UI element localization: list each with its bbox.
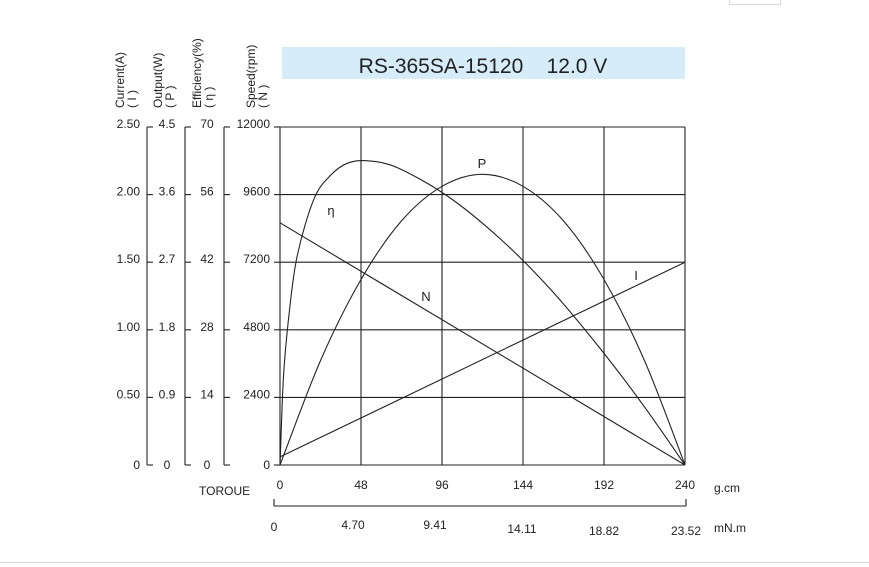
speed-axis-title: Speed(rpm) [244, 45, 258, 108]
series-current-curve [279, 261, 686, 458]
output-axis-title: Output(W) [151, 53, 165, 108]
current-tick-label: 1.00 [117, 320, 141, 334]
output-tick-label: 1.8 [159, 320, 176, 334]
speed-tick-label: 12000 [237, 117, 271, 131]
title-band [282, 47, 685, 79]
secondary-x-tick-label: 4.70 [341, 518, 365, 532]
x-tick-label: 0 [277, 478, 284, 492]
grid [279, 126, 686, 466]
current-axis-symbol: ( I ) [125, 90, 139, 108]
efficiency-tick-label: 14 [200, 387, 214, 401]
series-output-curve [279, 173, 686, 466]
corner-tab [729, 0, 781, 5]
secondary-x-tick-label: 18.82 [589, 524, 619, 538]
output-tick-label: 0.9 [159, 387, 176, 401]
secondary-x-tick-label: 14.11 [507, 522, 536, 536]
series-current-label: I [634, 268, 638, 283]
current-axis-title: Current(A) [113, 52, 127, 108]
output-axis-symbol: ( P ) [163, 86, 177, 108]
efficiency-tick-label: 70 [200, 117, 214, 131]
efficiency-tick-label: 0 [204, 458, 211, 472]
x-tick-label: 96 [435, 478, 449, 492]
efficiency-axis-symbol: ( η ) [202, 87, 216, 108]
output-tick-label: 0 [164, 458, 171, 472]
secondary-x-tick-label: 9.41 [423, 518, 447, 532]
bottom-divider [0, 562, 869, 563]
series-efficiency-curve [279, 159, 686, 466]
speed-tick-label: 2400 [243, 387, 270, 401]
output-tick-label: 3.6 [159, 185, 176, 199]
x-axis-title: TOROUE [199, 484, 250, 498]
axes [146, 126, 687, 507]
x-tick-label: 192 [594, 478, 614, 492]
speed-tick-label: 9600 [243, 185, 270, 199]
series-speed-curve [279, 222, 686, 466]
x-unit-gcm: g.cm [714, 481, 740, 495]
speed-tick-label: 7200 [243, 252, 270, 266]
speed-tick-label: 4800 [243, 320, 270, 334]
efficiency-tick-label: 28 [200, 320, 214, 334]
output-tick-label: 4.5 [159, 117, 176, 131]
output-tick-label: 2.7 [159, 252, 176, 266]
x-unit-mnm: mN.m [714, 521, 746, 535]
series-efficiency-label: η [327, 203, 334, 218]
secondary-x-tick-label: 0 [271, 520, 278, 534]
speed-tick-label: 0 [263, 458, 270, 472]
labels: 0 0.50 1.00 1.50 2.00 2.50 Current(A)( I ) 0 0.9… [113, 38, 746, 538]
current-tick-label: 2.50 [117, 117, 141, 131]
speed-axis-symbol: ( N ) [256, 85, 270, 108]
x-tick-label: 144 [513, 478, 533, 492]
series-speed-label: N [421, 289, 430, 304]
curves [279, 159, 686, 466]
x-tick-label: 240 [675, 478, 695, 492]
series-output-label: P [478, 156, 487, 171]
current-tick-label: 0.50 [117, 387, 141, 401]
efficiency-tick-label: 56 [200, 185, 214, 199]
current-tick-label: 2.00 [117, 185, 141, 199]
efficiency-axis-title: Efficiency(%) [190, 38, 204, 108]
efficiency-tick-label: 42 [200, 252, 214, 266]
current-tick-label: 0 [133, 458, 140, 472]
secondary-x-tick-label: 23.52 [671, 524, 701, 538]
chart-title: RS-365SA-15120 12.0 V [359, 55, 608, 78]
current-tick-label: 1.50 [117, 252, 141, 266]
x-tick-label: 48 [354, 478, 368, 492]
